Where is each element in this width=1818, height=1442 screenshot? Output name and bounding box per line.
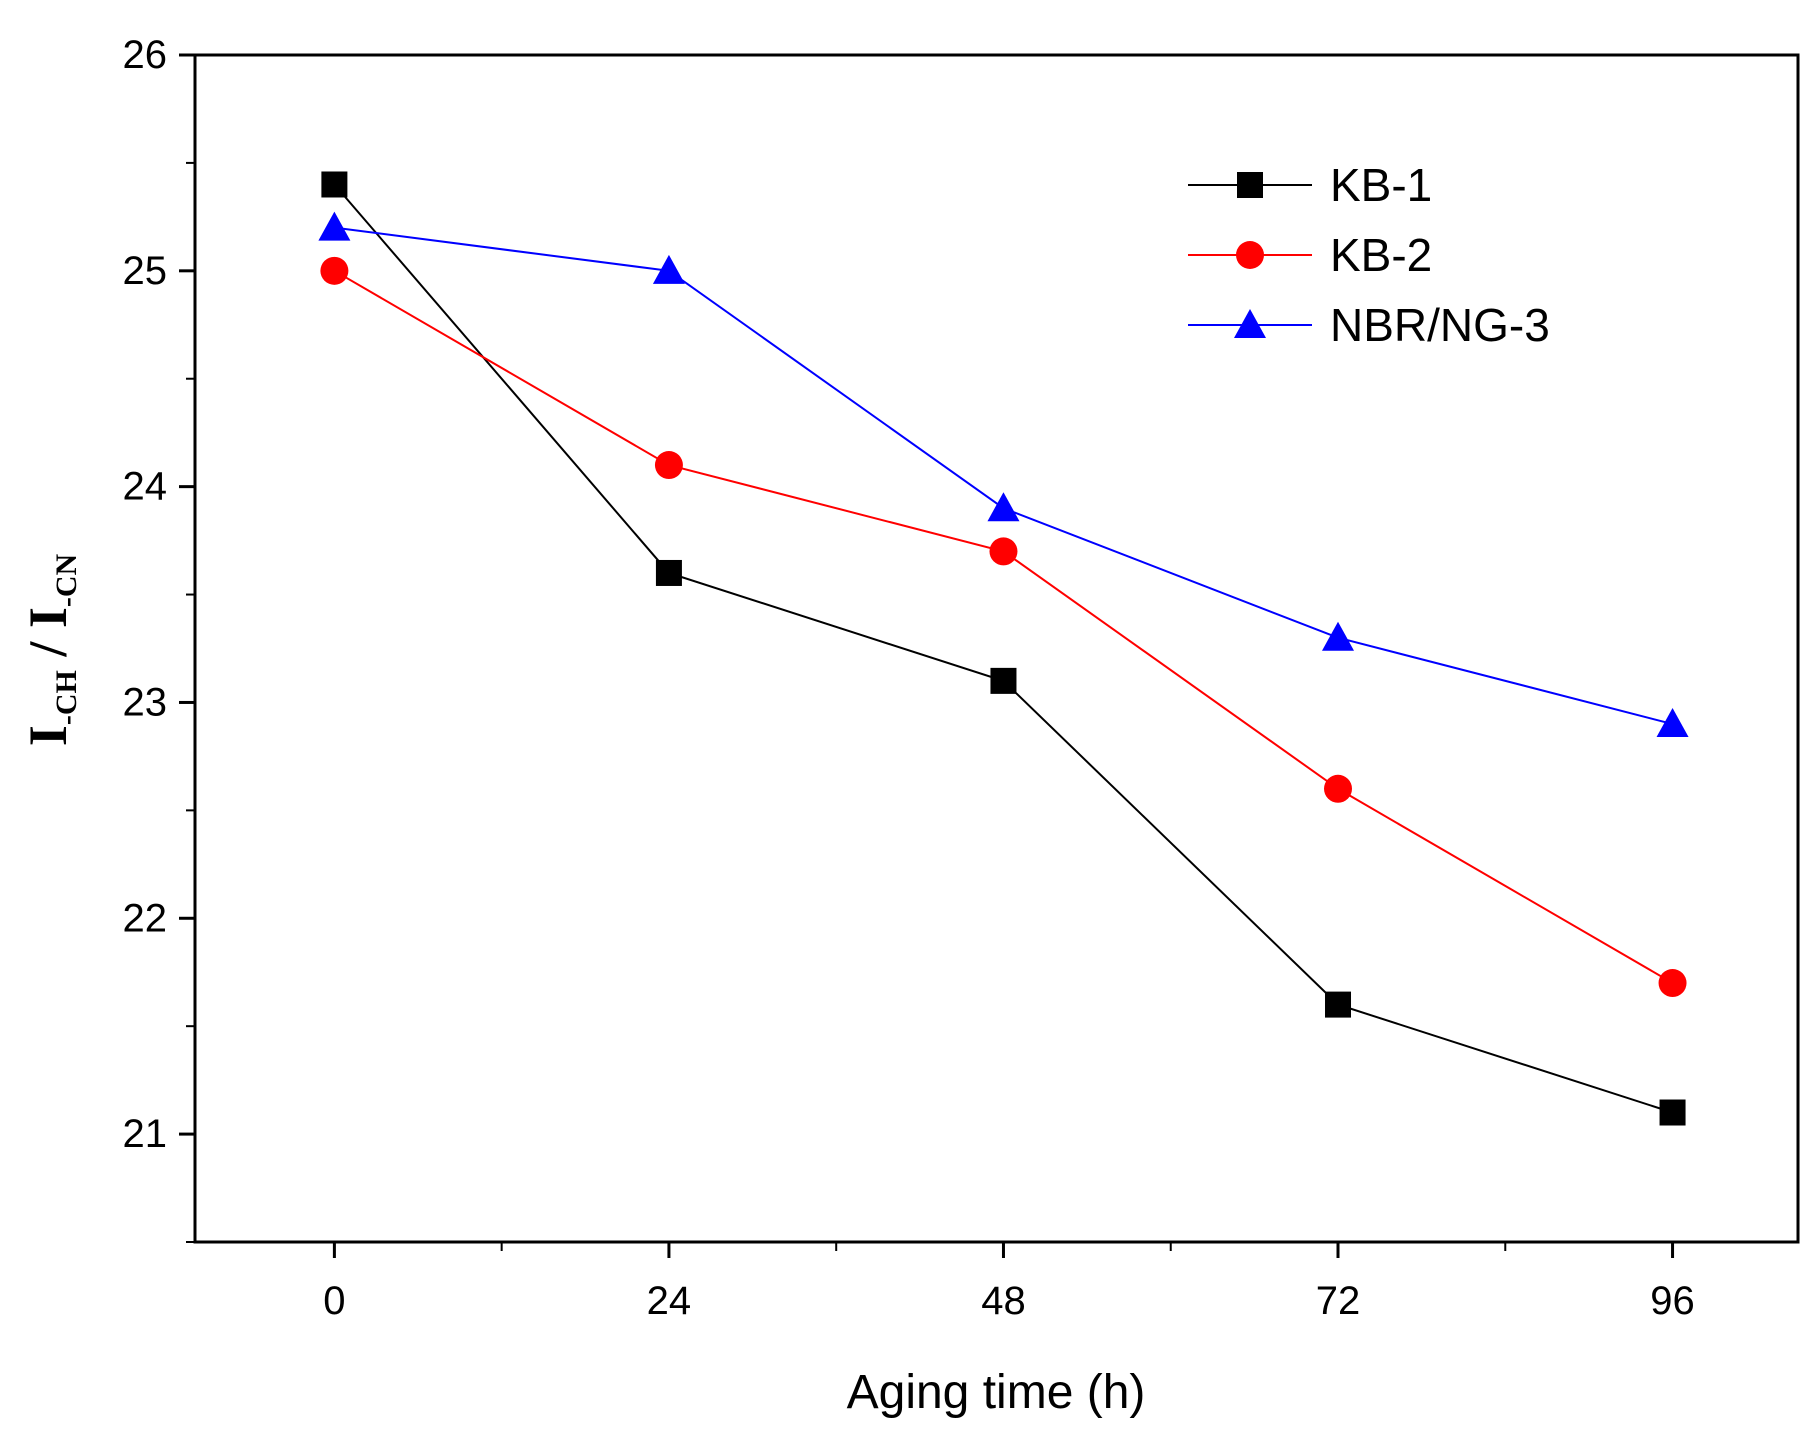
legend-label: NBR/NG-3 — [1330, 299, 1550, 351]
series-kb-2 — [320, 256, 1687, 998]
x-tick-label: 96 — [1650, 1279, 1695, 1323]
data-point — [654, 451, 683, 480]
legend-entry: NBR/NG-3 — [1188, 299, 1550, 351]
y-tick-label: 26 — [123, 33, 168, 77]
x-tick-label: 72 — [1316, 1279, 1361, 1323]
axis-ticks: 21 22 23 24 25 26 0 24 48 72 96 — [123, 33, 1695, 1323]
x-tick-label: 24 — [647, 1279, 692, 1323]
y-tick-label: 24 — [123, 465, 168, 509]
y-axis-title-part2-sub: -CN — [50, 553, 83, 607]
legend-marker — [1236, 241, 1264, 269]
data-point — [1324, 774, 1353, 803]
data-point — [989, 537, 1018, 566]
y-tick-label: 21 — [123, 1112, 168, 1156]
y-tick-label: 25 — [123, 249, 168, 293]
data-point — [318, 211, 351, 241]
legend-marker — [1234, 309, 1266, 338]
data-point — [1325, 991, 1352, 1018]
y-tick-label: 23 — [123, 680, 168, 724]
series-layer — [318, 171, 1689, 1126]
data-point — [987, 492, 1020, 522]
legend-entry: KB-1 — [1188, 159, 1432, 211]
plot-frame — [193, 53, 1800, 1244]
x-axis-title: Aging time (h) — [847, 1366, 1146, 1419]
data-point — [321, 171, 348, 198]
data-point — [1659, 1099, 1686, 1126]
legend-entry: KB-2 — [1188, 229, 1432, 281]
data-point — [652, 254, 685, 284]
data-point — [990, 667, 1017, 694]
y-axis-title-part1: I — [18, 725, 78, 746]
x-tick-label: 0 — [323, 1279, 345, 1323]
y-axis-title-separator: / — [18, 628, 78, 670]
legend: KB-1 KB-2 NBR/NG-3 — [1188, 159, 1550, 351]
y-axis-title-part2: I — [18, 607, 78, 628]
data-point — [1322, 621, 1355, 651]
x-tick-label: 48 — [981, 1279, 1026, 1323]
legend-marker — [1237, 172, 1263, 198]
series-kb-1 — [321, 171, 1686, 1126]
data-point — [655, 559, 682, 586]
data-point — [1658, 969, 1687, 998]
y-axis-title: I-CH / I-CN — [18, 553, 83, 746]
legend-label: KB-1 — [1330, 159, 1432, 211]
series-line — [333, 269, 1674, 984]
data-point — [1656, 708, 1689, 738]
y-axis-title-part1-sub: -CH — [50, 670, 83, 725]
data-point — [320, 256, 349, 285]
legend-label: KB-2 — [1330, 229, 1432, 281]
y-tick-label: 22 — [123, 896, 168, 940]
series-nbr-ng-3 — [318, 211, 1689, 738]
